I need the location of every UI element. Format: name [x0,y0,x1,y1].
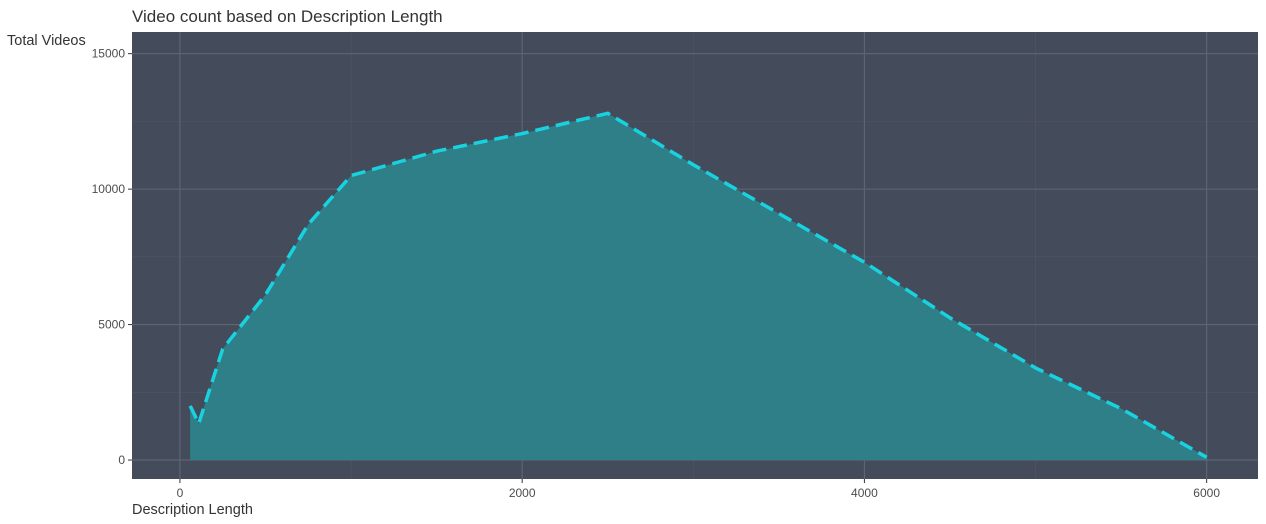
x-tick-label: 2000 [509,486,536,500]
x-tick-label: 0 [177,486,184,500]
plot-layer: 0 2000 4000 6000 0 5000 10000 15000 [92,32,1258,500]
y-axis-title: Total Videos [7,33,86,49]
x-tick-label: 4000 [851,486,878,500]
x-axis-title: Description Length [132,502,253,518]
y-tick-label: 5000 [98,318,125,332]
dashed-line-series-0 [188,111,1208,459]
y-tick-label: 0 [118,453,125,467]
y-tick-label: 10000 [92,182,126,196]
x-tick-label: 6000 [1193,486,1220,500]
chart-title: Video count based on Description Length [132,7,443,26]
area-fill-series-0 [190,113,1207,461]
y-tick-label: 15000 [92,47,126,61]
